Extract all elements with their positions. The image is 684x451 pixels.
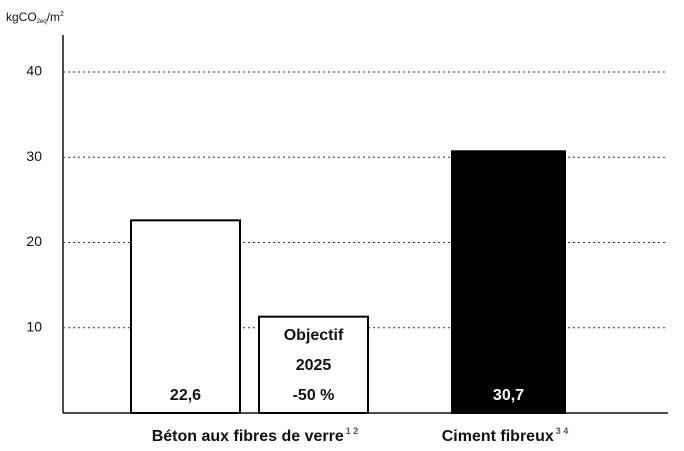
y-label-base: kgCO xyxy=(6,10,37,24)
annotation: -50 % xyxy=(293,387,335,404)
bar xyxy=(451,150,566,414)
y-label-sub: 2eq xyxy=(37,19,47,25)
category-note: 1 2 xyxy=(346,426,359,436)
y-tick-label: 10 xyxy=(26,318,42,334)
category-name: Béton aux fibres de verre xyxy=(152,428,344,445)
y-tick-label: 40 xyxy=(26,63,42,79)
y-tick-label: 20 xyxy=(26,233,42,249)
value-label: 30,7 xyxy=(493,387,524,404)
category-name: Ciment fibreux xyxy=(442,428,554,445)
x-category-label: Ciment fibreux 3 4 xyxy=(442,426,569,445)
annotation: 2025 xyxy=(296,357,332,374)
x-category-label: Béton aux fibres de verre 1 2 xyxy=(152,426,359,445)
bar xyxy=(130,219,241,414)
category-note: 3 4 xyxy=(556,426,569,436)
annotation: Objectif xyxy=(284,327,344,344)
y-axis-label: kgCO2eq/m2 xyxy=(6,10,64,24)
y-label-mid: /m xyxy=(47,10,60,24)
value-label: 22,6 xyxy=(170,387,201,404)
y-label-sup: 2 xyxy=(60,11,64,18)
bar xyxy=(258,315,369,415)
y-tick-label: 30 xyxy=(26,148,42,164)
